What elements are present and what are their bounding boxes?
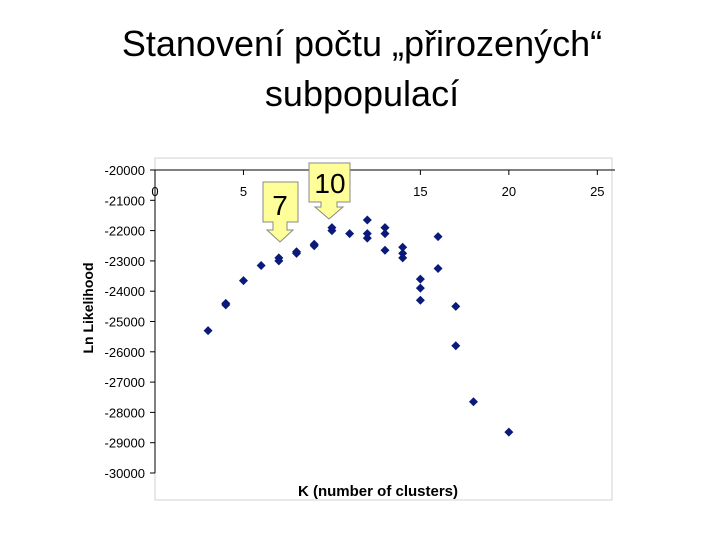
x-tick-label: 5	[240, 184, 247, 199]
x-tick-label: 20	[502, 184, 516, 199]
callout-arrow	[262, 181, 299, 243]
point	[451, 341, 461, 351]
callout: 7	[262, 181, 299, 243]
point	[362, 229, 372, 239]
point	[433, 263, 443, 273]
point	[327, 226, 337, 236]
point	[221, 300, 231, 310]
title-line: Stanovení počtu „přirozených“	[122, 23, 602, 64]
point	[451, 301, 461, 311]
y-axis-label: Ln Likelihood	[80, 263, 96, 354]
point	[415, 283, 425, 293]
x-tick-label: 25	[590, 184, 604, 199]
point	[398, 242, 408, 252]
point	[380, 245, 390, 255]
point	[468, 397, 478, 407]
point	[415, 274, 425, 284]
annotation: 10	[314, 168, 345, 199]
title-line: subpopulací	[265, 73, 459, 114]
callout: 10	[308, 162, 351, 220]
point	[292, 248, 302, 258]
point	[345, 229, 355, 239]
annotation: 7	[272, 190, 288, 221]
point	[274, 256, 284, 266]
y-tick-label: -30000	[105, 466, 145, 481]
point	[362, 233, 372, 243]
point	[238, 276, 248, 286]
y-tick-label: -25000	[105, 315, 145, 330]
y-tick-label: -20000	[105, 163, 145, 178]
point	[398, 253, 408, 263]
y-tick-label: -28000	[105, 405, 145, 420]
plot-frame	[154, 157, 613, 501]
point	[415, 295, 425, 305]
point	[433, 232, 443, 242]
point	[398, 248, 408, 258]
y-tick-label: -26000	[105, 345, 145, 360]
point	[380, 229, 390, 239]
plot: -20000 -21000 -22000 -23000 -24000 -25000 -260…	[105, 163, 615, 481]
y-tick-label: -27000	[105, 375, 145, 390]
y-tick-label: -21000	[105, 193, 145, 208]
x-tick-label: 0	[151, 184, 158, 199]
y-tick-label: -22000	[105, 224, 145, 239]
point	[362, 215, 372, 225]
y-tick-label: -24000	[105, 284, 145, 299]
point	[256, 260, 266, 270]
callout-arrow	[308, 162, 351, 220]
x-axis-label: K (number of clusters)	[298, 483, 458, 500]
point	[309, 241, 319, 251]
x-tick-label: 15	[413, 184, 427, 199]
y-tick-label: -23000	[105, 254, 145, 269]
point	[380, 223, 390, 233]
y-tick-label: -29000	[105, 436, 145, 451]
point	[203, 326, 213, 336]
point	[504, 427, 514, 437]
